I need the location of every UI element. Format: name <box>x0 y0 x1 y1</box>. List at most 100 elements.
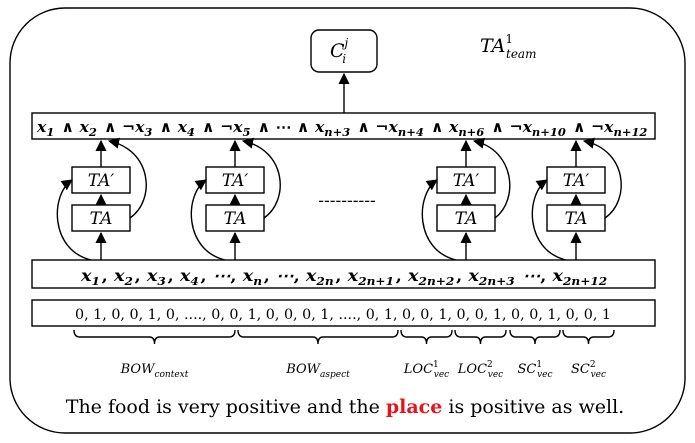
output-node-label: Cj i <box>330 36 349 66</box>
ta-prime-box <box>436 166 496 194</box>
clause-literal-index: n+3 <box>324 126 350 139</box>
clause-literal: x <box>134 118 145 136</box>
curved-arrow-ta-to-clause <box>107 137 147 219</box>
clause-box <box>31 112 656 140</box>
feature-index: 2n+12 <box>562 275 608 288</box>
sentence-before: The food is very positive and the <box>66 396 386 418</box>
clause-literal-index: 2 <box>88 126 97 139</box>
aspect-word: place <box>386 396 442 418</box>
segment-label: SC1 vec <box>517 360 552 380</box>
and-operator: ∧ <box>252 118 276 136</box>
segment-label: BOWaspect <box>285 362 350 380</box>
ta-groups: TA′ TA TA′ TA TA′ TA TA′ TA <box>56 137 622 261</box>
ta-group: TA′ TA <box>421 137 511 261</box>
feature-index: 2n+2 <box>417 275 454 288</box>
clause-literal-index: n+6 <box>458 126 484 139</box>
binary-vector: 0, 1, 0, 0, 1, 0, ...., 0, 0, 1, 0, 0, 0… <box>75 307 611 323</box>
ta-box <box>71 204 131 232</box>
curved-arrow-feature-to-ta-prime <box>190 179 226 261</box>
feature-variable: x <box>242 266 254 285</box>
ta-label: TA <box>90 209 113 229</box>
curved-arrow-feature-to-ta-prime <box>421 179 457 261</box>
and-operator: ∧ <box>56 118 80 136</box>
clause-ellipsis: ⋯ <box>276 118 292 136</box>
ta-group: TA′ TA <box>56 137 147 261</box>
ta-group: TA′ TA <box>531 137 622 261</box>
output-node <box>310 29 378 73</box>
segment-label: LOC2 vec <box>457 360 503 380</box>
feature-variable: x <box>347 266 359 285</box>
feature-variable: x <box>551 266 563 285</box>
negation-operator: ¬ <box>220 118 233 136</box>
feature-index: 2 <box>123 275 133 288</box>
clause-literal: x <box>232 118 243 136</box>
segment-labels: BOWcontext BOWaspect LOC1 vec LOC2 vec SC1 vec S… <box>120 360 606 380</box>
clause-expression: x1 ∧ x2 ∧ ¬x3 ∧ x4 ∧ ¬x5 ∧ ⋯ ∧ xn+3 ∧ ¬x… <box>36 118 649 139</box>
and-operator: ∧ <box>567 118 591 136</box>
clause-literal-index: 1 <box>46 126 54 139</box>
team-label: TA1 team <box>480 32 536 61</box>
and-operator: ∧ <box>486 118 510 136</box>
negation-operator: ¬ <box>509 118 522 136</box>
clause-literal: x <box>388 118 399 136</box>
brace <box>509 329 561 345</box>
negation-operator: ¬ <box>122 118 135 136</box>
feature-variable: x <box>407 266 419 285</box>
and-operator: ∧ <box>98 118 122 136</box>
clause-literal-index: 5 <box>243 126 251 139</box>
clause-literal: x <box>448 118 459 136</box>
curved-arrow-ta-to-clause <box>582 137 622 219</box>
curved-arrow-feature-to-ta-prime <box>56 179 92 261</box>
clause-literal: x <box>603 118 614 136</box>
clause-literal-index: n+4 <box>398 126 424 139</box>
binary-vector-box <box>31 299 656 327</box>
curved-arrow-ta-to-clause <box>472 137 511 219</box>
and-operator: ∧ <box>291 118 315 136</box>
ta-prime-label: TA′ <box>453 171 480 191</box>
feature-index: 4 <box>190 275 198 288</box>
feature-index: 3 <box>157 275 166 288</box>
feature-expression: x1 , x2 , x3 , x4 , ⋯, xn , ⋯, x2n , x2n… <box>80 266 609 288</box>
sentence-after: is positive as well. <box>442 396 624 418</box>
clause-literal: x <box>314 118 325 136</box>
clause-literal-index: n+10 <box>532 126 566 139</box>
and-operator: ∧ <box>196 118 220 136</box>
ta-label: TA <box>565 209 588 229</box>
segment-label: BOWcontext <box>120 362 189 380</box>
clause-literal-index: 3 <box>144 126 152 139</box>
ta-label: TA <box>455 209 478 229</box>
feature-index: 2n+1 <box>357 275 394 288</box>
curved-arrow-feature-to-ta-prime <box>531 179 567 261</box>
brace <box>237 329 399 345</box>
segment-braces <box>73 329 615 345</box>
feature-variable: ⋯ <box>213 266 232 285</box>
feature-variable: x <box>80 266 92 285</box>
feature-index: 2n <box>315 275 333 288</box>
and-operator: ∧ <box>154 118 178 136</box>
feature-variable: x <box>179 266 191 285</box>
ta-box <box>546 204 606 232</box>
feature-variable: x <box>467 266 479 285</box>
clause-literal-index: n+12 <box>613 126 647 139</box>
feature-index: 2n+3 <box>478 275 515 288</box>
clause-literal: x <box>36 118 47 136</box>
feature-box <box>31 259 656 289</box>
negation-operator: ¬ <box>591 118 604 136</box>
and-operator: ∧ <box>352 118 376 136</box>
ta-group: TA′ TA <box>190 137 281 261</box>
segment-label: LOC1 vec <box>403 360 449 380</box>
ta-prime-label: TA′ <box>563 171 590 191</box>
clause-literal: x <box>78 118 89 136</box>
feature-variable: ⋯ <box>523 266 542 285</box>
negation-operator: ¬ <box>375 118 388 136</box>
feature-index: n <box>253 275 262 288</box>
ta-label: TA <box>224 209 247 229</box>
ta-box <box>436 204 496 232</box>
ellipsis-dashes: ---------- <box>318 191 375 211</box>
feature-variable: x <box>146 266 158 285</box>
ta-prime-label: TA′ <box>88 171 115 191</box>
brace <box>454 329 507 345</box>
curved-arrow-ta-to-clause <box>241 137 281 219</box>
clause-literal: x <box>522 118 533 136</box>
